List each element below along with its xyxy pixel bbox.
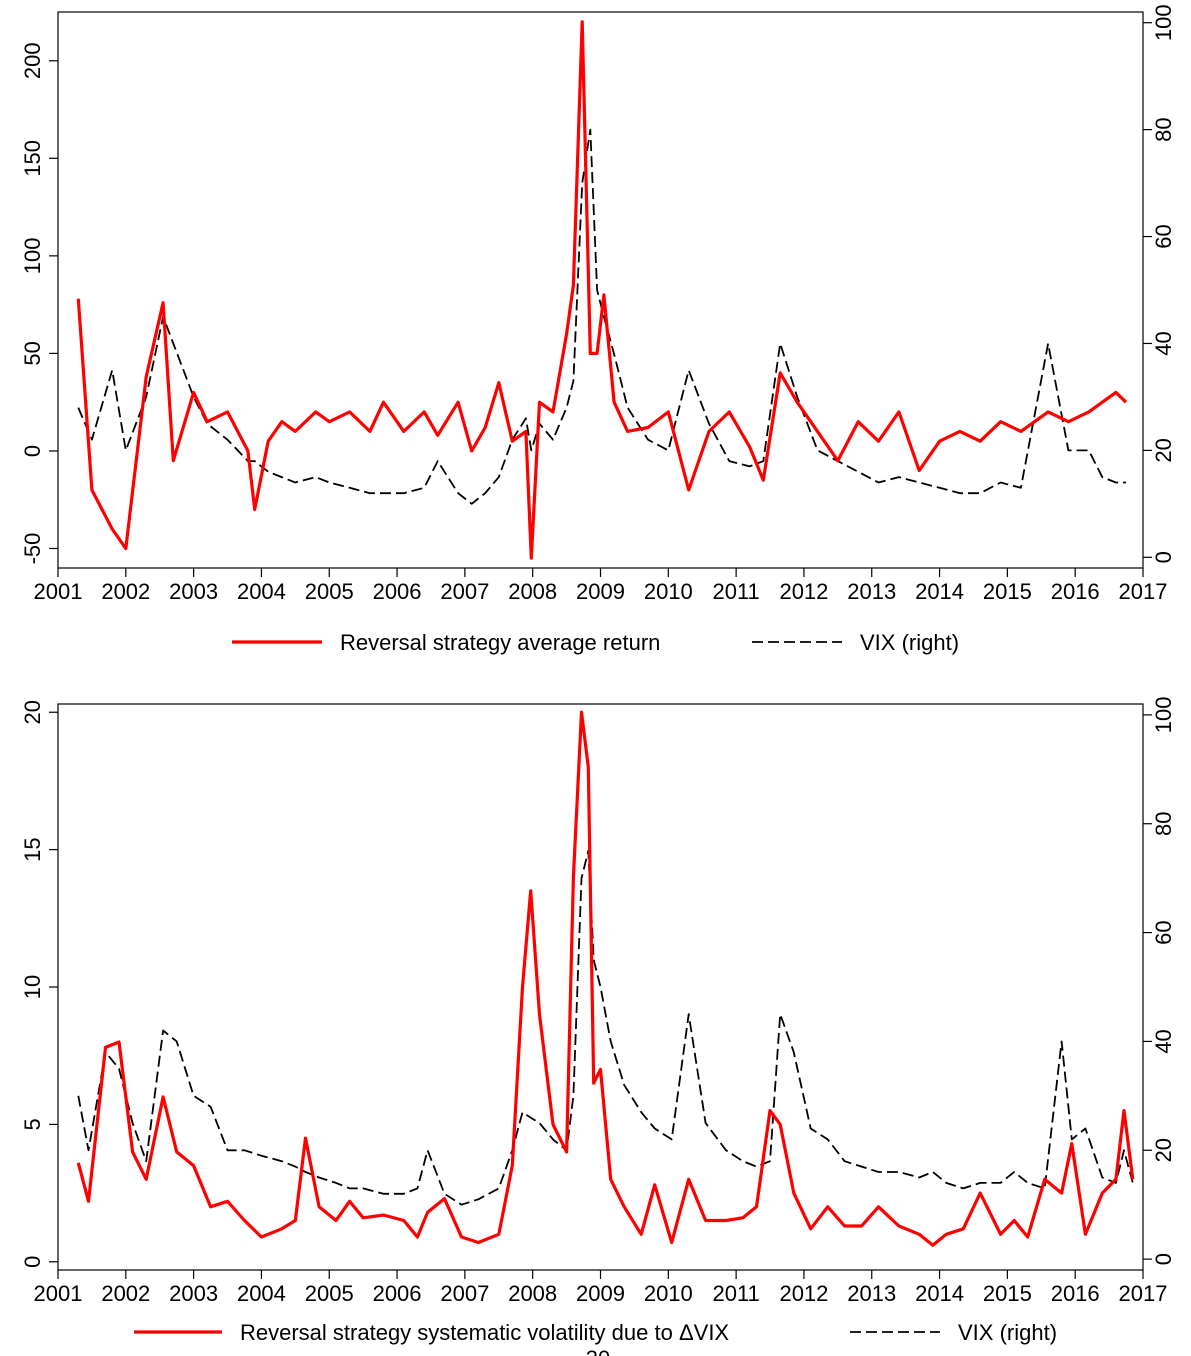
y-tick-label: 5 [20, 1118, 45, 1130]
x-tick-label: 2017 [1119, 1281, 1168, 1306]
x-tick-label: 2004 [237, 1281, 286, 1306]
page-number: 30 [586, 1346, 610, 1356]
x-tick-label: 2012 [779, 579, 828, 604]
y-tick-label: 0 [20, 1256, 45, 1268]
x-tick-label: 2007 [440, 1281, 489, 1306]
y2-tick-label: 60 [1151, 224, 1176, 248]
y2-tick-label: 60 [1151, 920, 1176, 944]
bottom-chart: 2001 2002 2003 2004 2005 2006 2007 2008 2009 2010… [20, 697, 1176, 1345]
y2-tick-label: 0 [1151, 1253, 1176, 1265]
x-tick-label: 2013 [847, 1281, 896, 1306]
legend-strategy-label: Reversal strategy systematic volatility … [240, 1320, 729, 1345]
x-tick-label: 2006 [373, 1281, 422, 1306]
y-tick-label: 150 [20, 140, 45, 177]
x-tick-label: 2015 [983, 1281, 1032, 1306]
x-tick-label: 2008 [508, 1281, 557, 1306]
y-tick-label: -50 [20, 533, 45, 565]
y-tick-label: 100 [20, 238, 45, 275]
legend-vix-label: VIX (right) [860, 630, 959, 655]
x-tick-label: 2009 [576, 1281, 625, 1306]
y2-tick-label: 40 [1151, 331, 1176, 355]
y-tick-label: 50 [20, 341, 45, 365]
plot-frame [57, 11, 1144, 569]
legend-strategy-label: Reversal strategy average return [340, 630, 660, 655]
x-tick-label: 2010 [644, 1281, 693, 1306]
x-tick-label: 2016 [1051, 579, 1100, 604]
x-tick-label: 2008 [508, 579, 557, 604]
y-tick-label: 15 [20, 837, 45, 861]
top-chart: 2001 2002 2003 2004 2005 2006 2007 2008 2009 2010… [20, 4, 1176, 655]
y2-tick-label: 40 [1151, 1029, 1176, 1053]
x-tick-label: 2009 [576, 579, 625, 604]
x-tick-label: 2015 [983, 579, 1032, 604]
y2-tick-label: 100 [1151, 697, 1176, 734]
x-tick-label: 2004 [237, 579, 286, 604]
vix-series-line [77, 850, 1134, 1206]
plot-frame [57, 703, 1144, 1271]
x-tick-label: 2007 [440, 579, 489, 604]
y-tick-label: 200 [20, 42, 45, 79]
y2-tick-label: 80 [1151, 811, 1176, 835]
x-tick-label: 2011 [712, 579, 759, 604]
x-tick-label: 2017 [1119, 579, 1168, 604]
x-tick-label: 2006 [373, 579, 422, 604]
x-tick-label: 2014 [915, 579, 964, 604]
x-tick-label: 2013 [847, 579, 896, 604]
x-tick-label: 2003 [169, 579, 218, 604]
x-tick-label: 2001 [34, 579, 83, 604]
x-tick-label: 2003 [169, 1281, 218, 1306]
strategy-series-line [76, 20, 1128, 560]
y-tick-label: 0 [20, 445, 45, 457]
x-tick-label: 2005 [305, 579, 354, 604]
x-tick-label: 2010 [644, 579, 693, 604]
y-tick-label: 10 [20, 975, 45, 999]
x-tick-label: 2001 [34, 1281, 83, 1306]
x-tick-label: 2002 [101, 1281, 150, 1306]
x-tick-label: 2012 [779, 1281, 828, 1306]
y2-tick-label: 20 [1151, 438, 1176, 462]
y-tick-label: 20 [20, 700, 45, 724]
vix-series-line [77, 128, 1126, 505]
x-tick-label: 2002 [101, 579, 150, 604]
legend-vix-label: VIX (right) [958, 1320, 1057, 1345]
x-tick-label: 2016 [1051, 1281, 1100, 1306]
x-tick-label: 2005 [305, 1281, 354, 1306]
strategy-series-line [76, 710, 1135, 1247]
x-tick-label: 2011 [712, 1281, 759, 1306]
y2-tick-label: 80 [1151, 117, 1176, 141]
y2-tick-label: 100 [1151, 4, 1176, 41]
y2-tick-label: 0 [1151, 551, 1176, 563]
x-tick-label: 2014 [915, 1281, 964, 1306]
y2-tick-label: 20 [1151, 1138, 1176, 1162]
